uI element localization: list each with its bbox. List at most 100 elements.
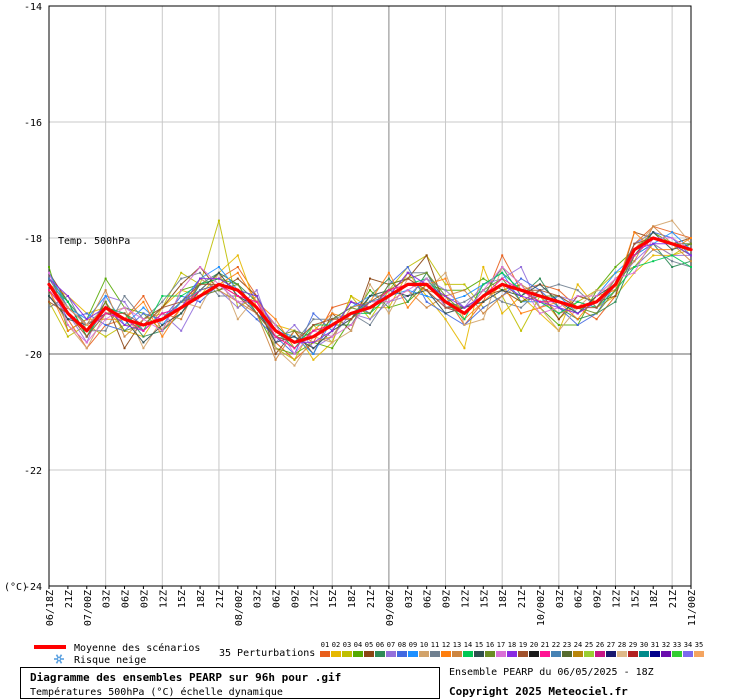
perturbation-point <box>350 295 353 297</box>
perturbation-point <box>104 329 107 332</box>
perturbation-point <box>66 306 69 309</box>
perturbation-point <box>142 341 145 344</box>
perturbation-legend-number: 20 <box>530 641 538 649</box>
perturbation-point <box>557 283 560 286</box>
perturbation-point <box>369 300 371 303</box>
legend: Moyenne des scénarios Risque neige 35 Pe… <box>34 641 704 666</box>
perturbation-point <box>652 248 655 251</box>
perturbation-legend-swatch <box>639 651 649 657</box>
y-axis-unit: (°C) <box>4 582 28 593</box>
perturbation-legend-number: 14 <box>464 641 472 649</box>
perturbation-point <box>293 324 296 326</box>
perturbation-point <box>161 335 164 338</box>
x-tick-label: 15Z <box>328 590 339 608</box>
perturbation-point <box>406 295 409 297</box>
perturbation-legend-number: 05 <box>365 641 373 649</box>
perturbation-point <box>633 271 636 274</box>
perturbation-point <box>576 283 579 286</box>
perturbation-point <box>482 277 485 280</box>
x-tick-label: 09Z <box>290 590 301 608</box>
perturbation-point <box>369 283 371 286</box>
perturbation-point <box>48 300 50 303</box>
perturbation-legend-swatch <box>518 651 528 657</box>
perturbation-point <box>501 254 504 257</box>
perturbation-point <box>387 300 390 303</box>
perturbation-point <box>180 283 183 286</box>
perturbation-legend-number: 27 <box>607 641 615 649</box>
perturbation-point <box>293 335 296 338</box>
perturbation-legend-swatch <box>331 651 341 657</box>
perturbation-point <box>180 271 183 274</box>
perturbation-point <box>236 277 239 280</box>
perturbation-point <box>425 295 428 297</box>
perturbation-point <box>444 289 447 292</box>
perturbation-legend-number: 03 <box>343 641 351 649</box>
perturbation-point <box>48 271 50 274</box>
perturbation-point <box>538 283 541 286</box>
perturbation-point <box>104 300 107 303</box>
perturbation-point <box>180 312 183 315</box>
x-tick-label: 09Z <box>593 590 604 608</box>
x-tick-label: 08/00Z <box>234 590 245 626</box>
perturbation-legend-number: 24 <box>574 641 582 649</box>
perturbation-point <box>312 358 315 361</box>
perturbation-point <box>48 306 50 309</box>
perturbation-point <box>180 295 183 297</box>
perturbation-point <box>444 295 447 297</box>
footer: Diagramme des ensembles PEARP sur 96h po… <box>20 667 654 699</box>
perturbation-point <box>520 277 523 280</box>
perturbation-point <box>123 329 126 332</box>
footer-subtitle: Températures 500hPa (°C) échelle dynamiq… <box>30 686 283 698</box>
perturbation-legend-swatch <box>320 651 330 657</box>
perturbation-point <box>444 306 447 309</box>
perturbation-point <box>293 329 296 332</box>
perturbation-point <box>482 266 485 268</box>
perturbation-point <box>671 260 674 263</box>
perturbation-legend-swatch <box>628 651 638 657</box>
perturbation-point <box>85 347 88 350</box>
perturbations-label: 35 Perturbations <box>219 648 315 659</box>
perturbation-legend-number: 06 <box>376 641 384 649</box>
perturbation-point <box>501 289 504 292</box>
perturbation-point <box>161 300 164 303</box>
perturbation-point <box>312 347 315 350</box>
perturbation-legend-number: 02 <box>332 641 340 649</box>
perturbation-point <box>66 329 69 332</box>
perturbation-point <box>312 353 315 355</box>
perturbation-point <box>538 289 541 292</box>
perturbation-point <box>652 231 655 234</box>
perturbation-point <box>387 312 390 315</box>
perturbation-point <box>444 271 447 274</box>
perturbation-legend-number: 26 <box>596 641 604 649</box>
perturbation-point <box>425 277 428 280</box>
perturbation-legend-swatch <box>551 651 561 657</box>
perturbation-point <box>501 277 504 280</box>
perturbation-legend-swatch <box>375 651 385 657</box>
perturbation-point <box>217 289 220 292</box>
perturbation-point <box>66 295 69 297</box>
perturbation-point <box>48 277 50 280</box>
perturbation-point <box>482 300 485 303</box>
perturbation-point <box>538 306 541 309</box>
perturbation-point <box>123 295 126 297</box>
x-tick-label: 18Z <box>498 590 509 608</box>
perturbation-legend-swatch <box>408 651 418 657</box>
perturbation-point <box>614 300 617 303</box>
x-tick-label: 06/18Z <box>45 590 56 626</box>
perturbation-legend-number: 15 <box>475 641 483 649</box>
perturbation-point <box>463 347 466 350</box>
perturbation-point <box>633 231 636 234</box>
perturbation-point <box>350 300 353 303</box>
x-tick-label: 09/00Z <box>385 590 396 626</box>
perturbation-point <box>501 271 504 274</box>
perturbation-point <box>217 295 220 297</box>
perturbation-point <box>85 324 88 326</box>
perturbation-point <box>104 277 107 280</box>
perturbation-point <box>444 283 447 286</box>
perturbation-point <box>444 277 447 280</box>
perturbation-point <box>236 306 239 309</box>
perturbation-point <box>652 254 655 257</box>
perturbation-point <box>180 329 183 332</box>
perturbation-point <box>274 358 277 361</box>
